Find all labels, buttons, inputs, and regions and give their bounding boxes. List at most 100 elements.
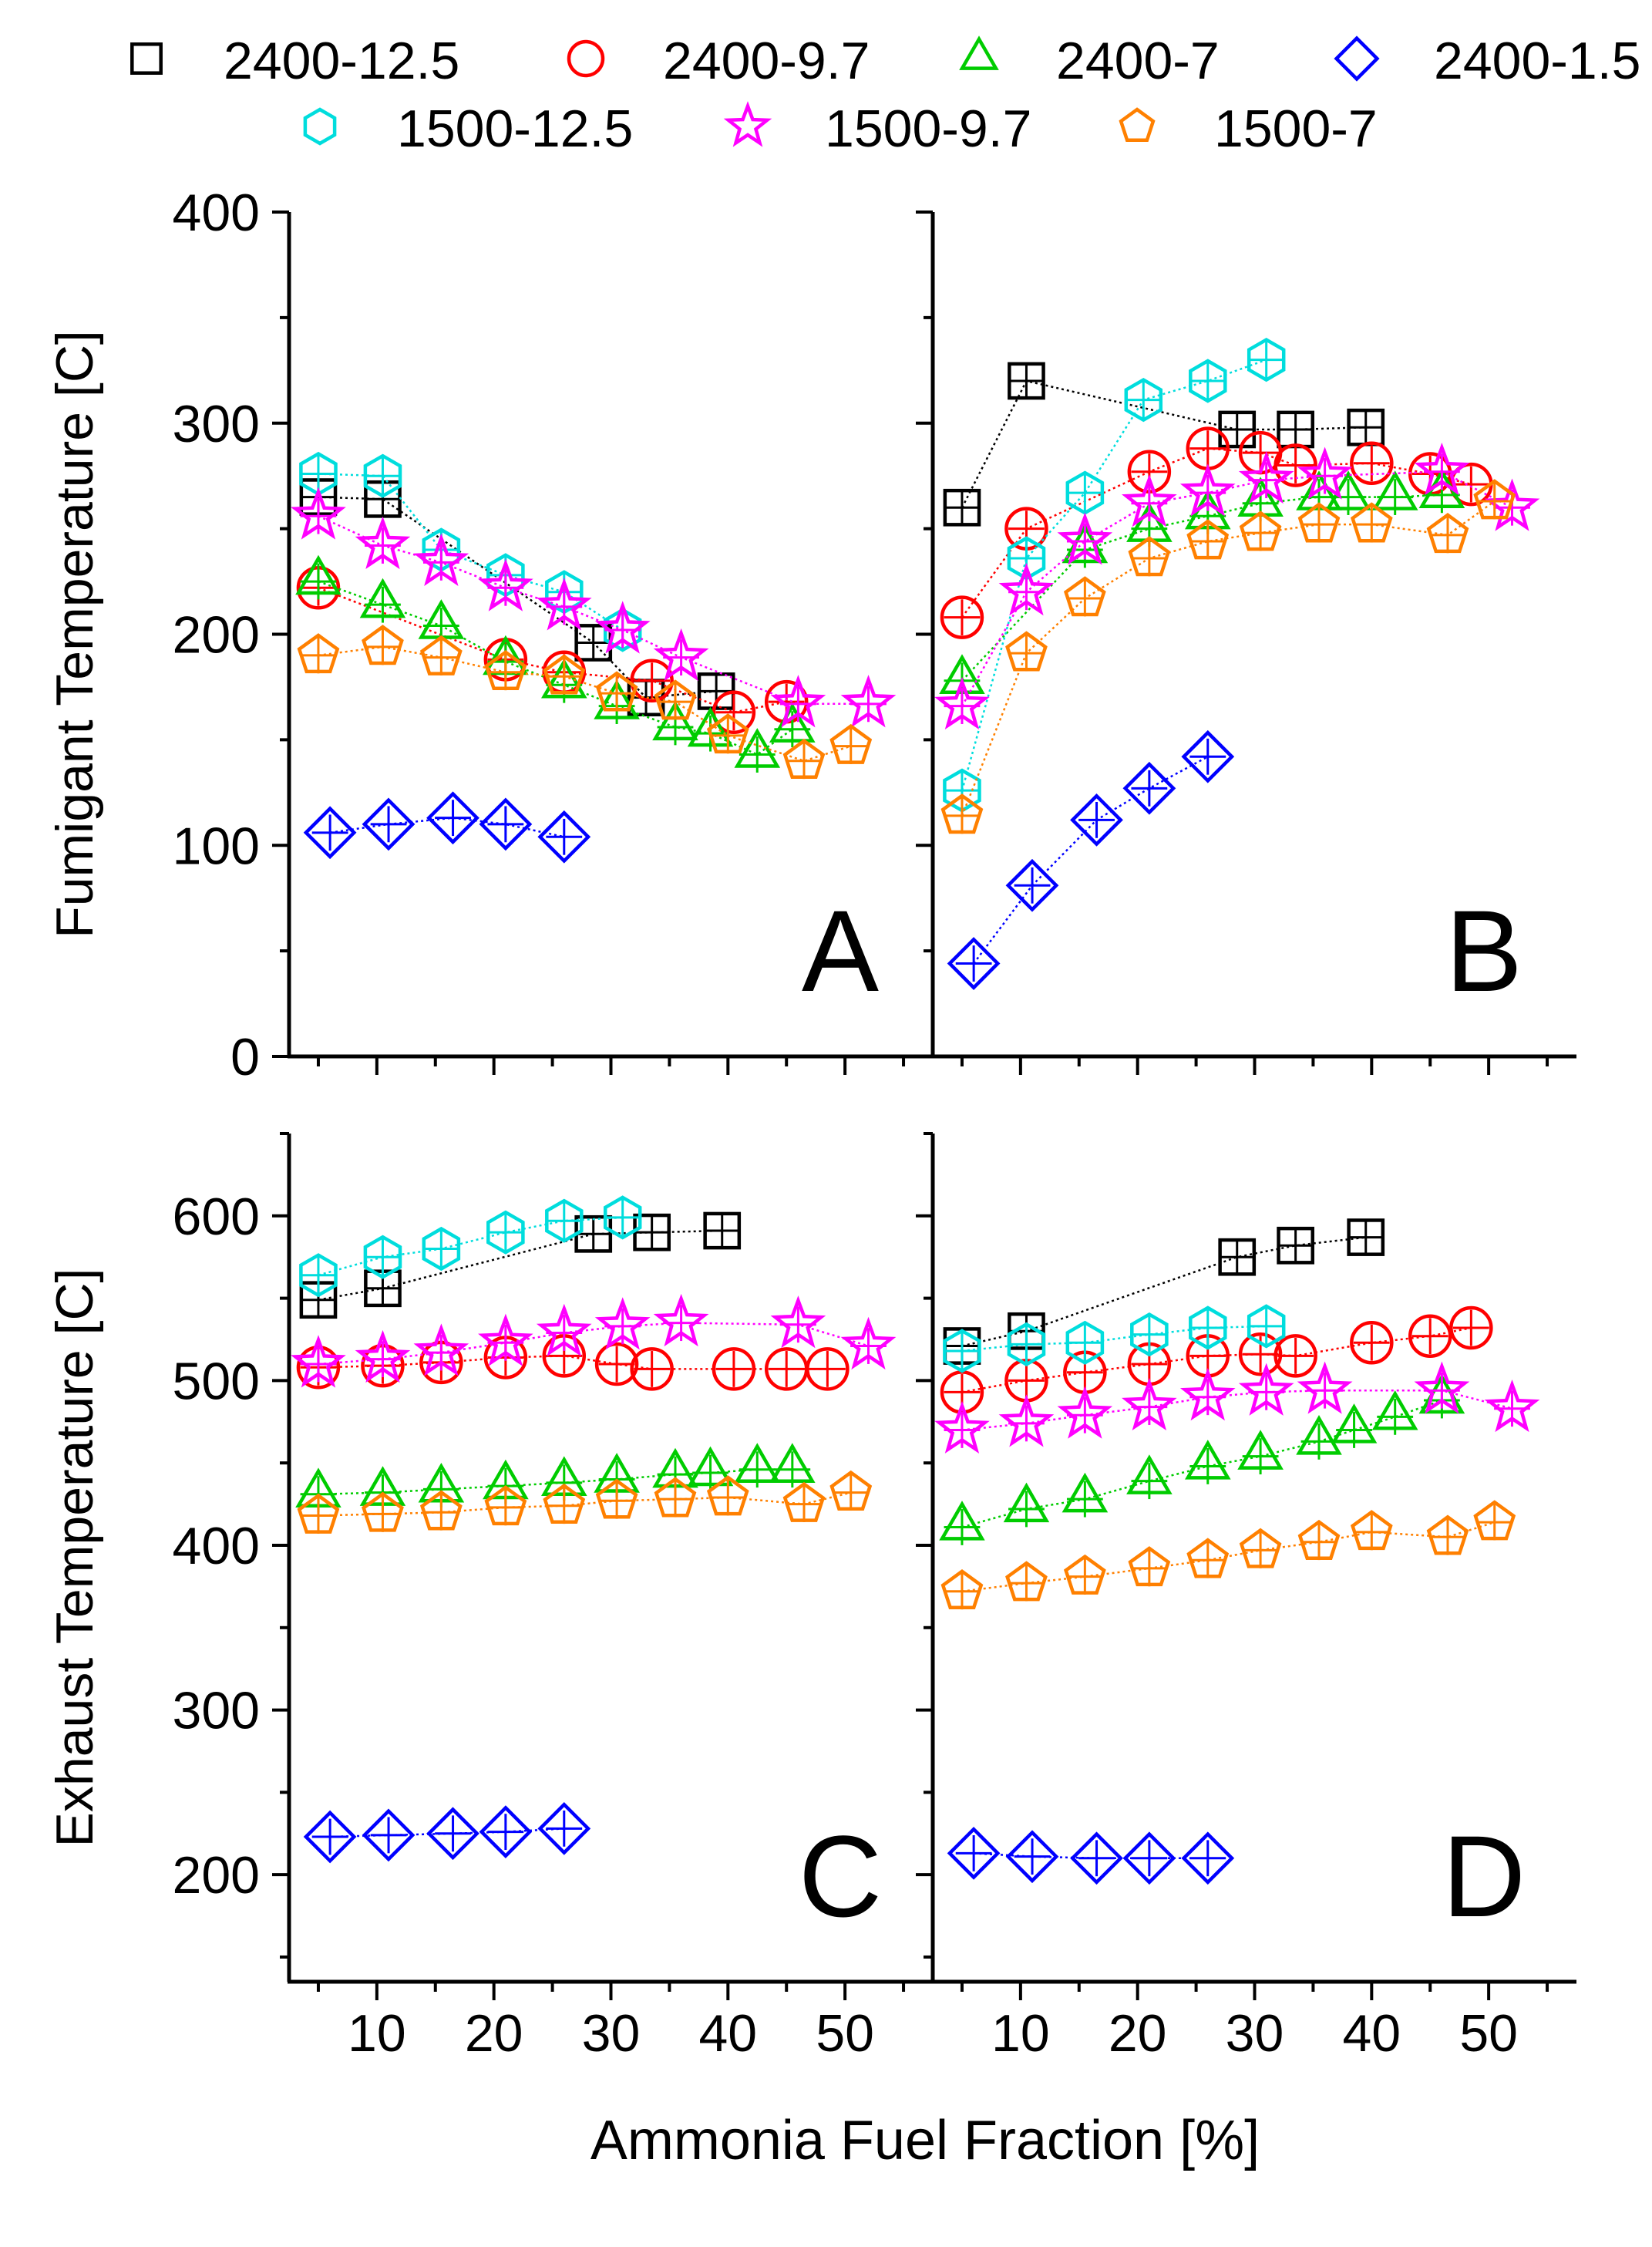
trend-line [318,645,852,763]
data-point [1181,729,1235,783]
series-2400-7 [939,1373,1465,1545]
series-2400-9-7 [940,426,1493,639]
panel-c: 200 300 400 500 600 10 20 30 40 50 C Exhaust Temper… [45,1132,933,2063]
x-tick-label: 30 [1226,2004,1284,2063]
series-1500-12-5 [299,1195,642,1298]
data-point [1273,443,1317,487]
trend-line [318,1216,623,1276]
x-tick-label: 40 [698,2004,757,2063]
series-1500-7 [940,479,1516,834]
panel-d: 10 20 30 40 50 D [916,1132,1576,2063]
data-point [537,810,591,864]
y-tick-label: 300 [173,395,260,453]
legend-marker [959,35,999,70]
panel-b: B [916,211,1576,1075]
data-point [299,1253,338,1298]
x-tick-label: 20 [465,2004,523,2063]
data-point [1350,441,1394,486]
legend-entry-1500-12-5: 1500-12.5 [303,99,633,158]
data-point [303,806,357,860]
y-tick-label: 400 [173,184,260,242]
data-point [1005,1830,1059,1884]
data-point [426,1807,479,1861]
data-point [303,1810,357,1864]
panel-letter: B [1445,886,1522,1016]
x-tick-label: 10 [348,2004,406,2063]
legend-label: 1500-7 [1214,99,1378,158]
data-point [594,1342,639,1386]
panel-letter: D [1442,1811,1526,1941]
panel-a: 0 100 200 300 400 A Fumigant Temperature [C] [45,184,933,1086]
data-point [1189,1305,1227,1350]
legend-label: 1500-12.5 [397,99,633,158]
trend-line [318,1355,828,1370]
legend-entry-1500-7: 1500-7 [1119,99,1378,158]
series-1500-9-7 [934,1361,1540,1454]
y-tick-label: 600 [173,1188,260,1246]
trend-line [961,379,1366,508]
legend-marker [723,101,772,147]
y-tick-label: 500 [173,1352,260,1410]
series-1500-12-5 [299,451,642,652]
data-point [1005,858,1059,912]
series-1500-9-7 [934,443,1540,730]
data-point [1007,1322,1046,1366]
data-point [1122,1831,1176,1885]
data-point [362,797,416,851]
data-point [806,1347,850,1391]
data-point [1124,378,1163,423]
data-point [1122,761,1176,815]
trend-line [318,1322,869,1366]
x-axis-label: Ammonia Fuel Fraction [%] [590,2110,1260,2171]
legend-entry-2400-7: 2400-7 [959,32,1220,90]
series-2400-1-5 [303,791,591,864]
series-1500-12-5 [943,338,1286,813]
data-point [363,1235,402,1279]
legend-entry-2400-12-5: 2400-12.5 [130,32,459,90]
data-point [603,1195,642,1240]
data-point [1273,1334,1317,1378]
legend-entry-2400-9-7: 2400-9.7 [567,32,870,90]
legend-entry-1500-9-7: 1500-9.7 [723,99,1031,158]
legend-label: 2400-7 [1056,32,1220,90]
data-point [712,690,756,735]
panel-letter: C [799,1811,882,1941]
x-tick-label: 50 [816,2004,874,2063]
legend-marker [1119,107,1156,143]
series-1500-7 [297,625,873,780]
x-tick-label: 30 [582,2004,641,2063]
data-point [630,1347,674,1391]
x-tick-label: 50 [1459,2004,1518,2063]
data-point [1181,1831,1235,1885]
trend-line [961,1326,1472,1393]
trend-line [318,587,787,714]
data-point [486,1210,525,1255]
data-point [479,1805,533,1858]
y-tick-label: 400 [173,1517,260,1575]
data-point [1247,338,1286,382]
series-1500-7 [297,1470,873,1534]
series-2400-1-5 [947,729,1235,990]
legend-marker [130,42,163,75]
y-tick-label: 0 [230,1028,260,1086]
series-2400-1-5 [303,1802,591,1864]
data-point [362,1808,416,1862]
series-2400-12-5 [943,362,1385,527]
legend: 2400-12.5 2400-9.7 2400-7 2400-1.5 1500-12.5… [130,32,1640,158]
data-point [940,595,984,639]
trend-line [330,1828,564,1838]
series-1500-7 [940,1500,1516,1610]
data-point [1070,793,1123,847]
trend-line [961,500,1496,817]
panel-letter: A [802,886,879,1016]
series-2400-1-5 [947,1827,1235,1885]
data-point [479,797,533,851]
y-tick-label: 300 [173,1682,260,1740]
data-point [1247,1304,1286,1349]
trend-line [318,1491,851,1517]
legend-entry-2400-1-5: 2400-1.5 [1334,32,1640,90]
data-point [1189,359,1227,403]
x-tick-label: 20 [1109,2004,1167,2063]
